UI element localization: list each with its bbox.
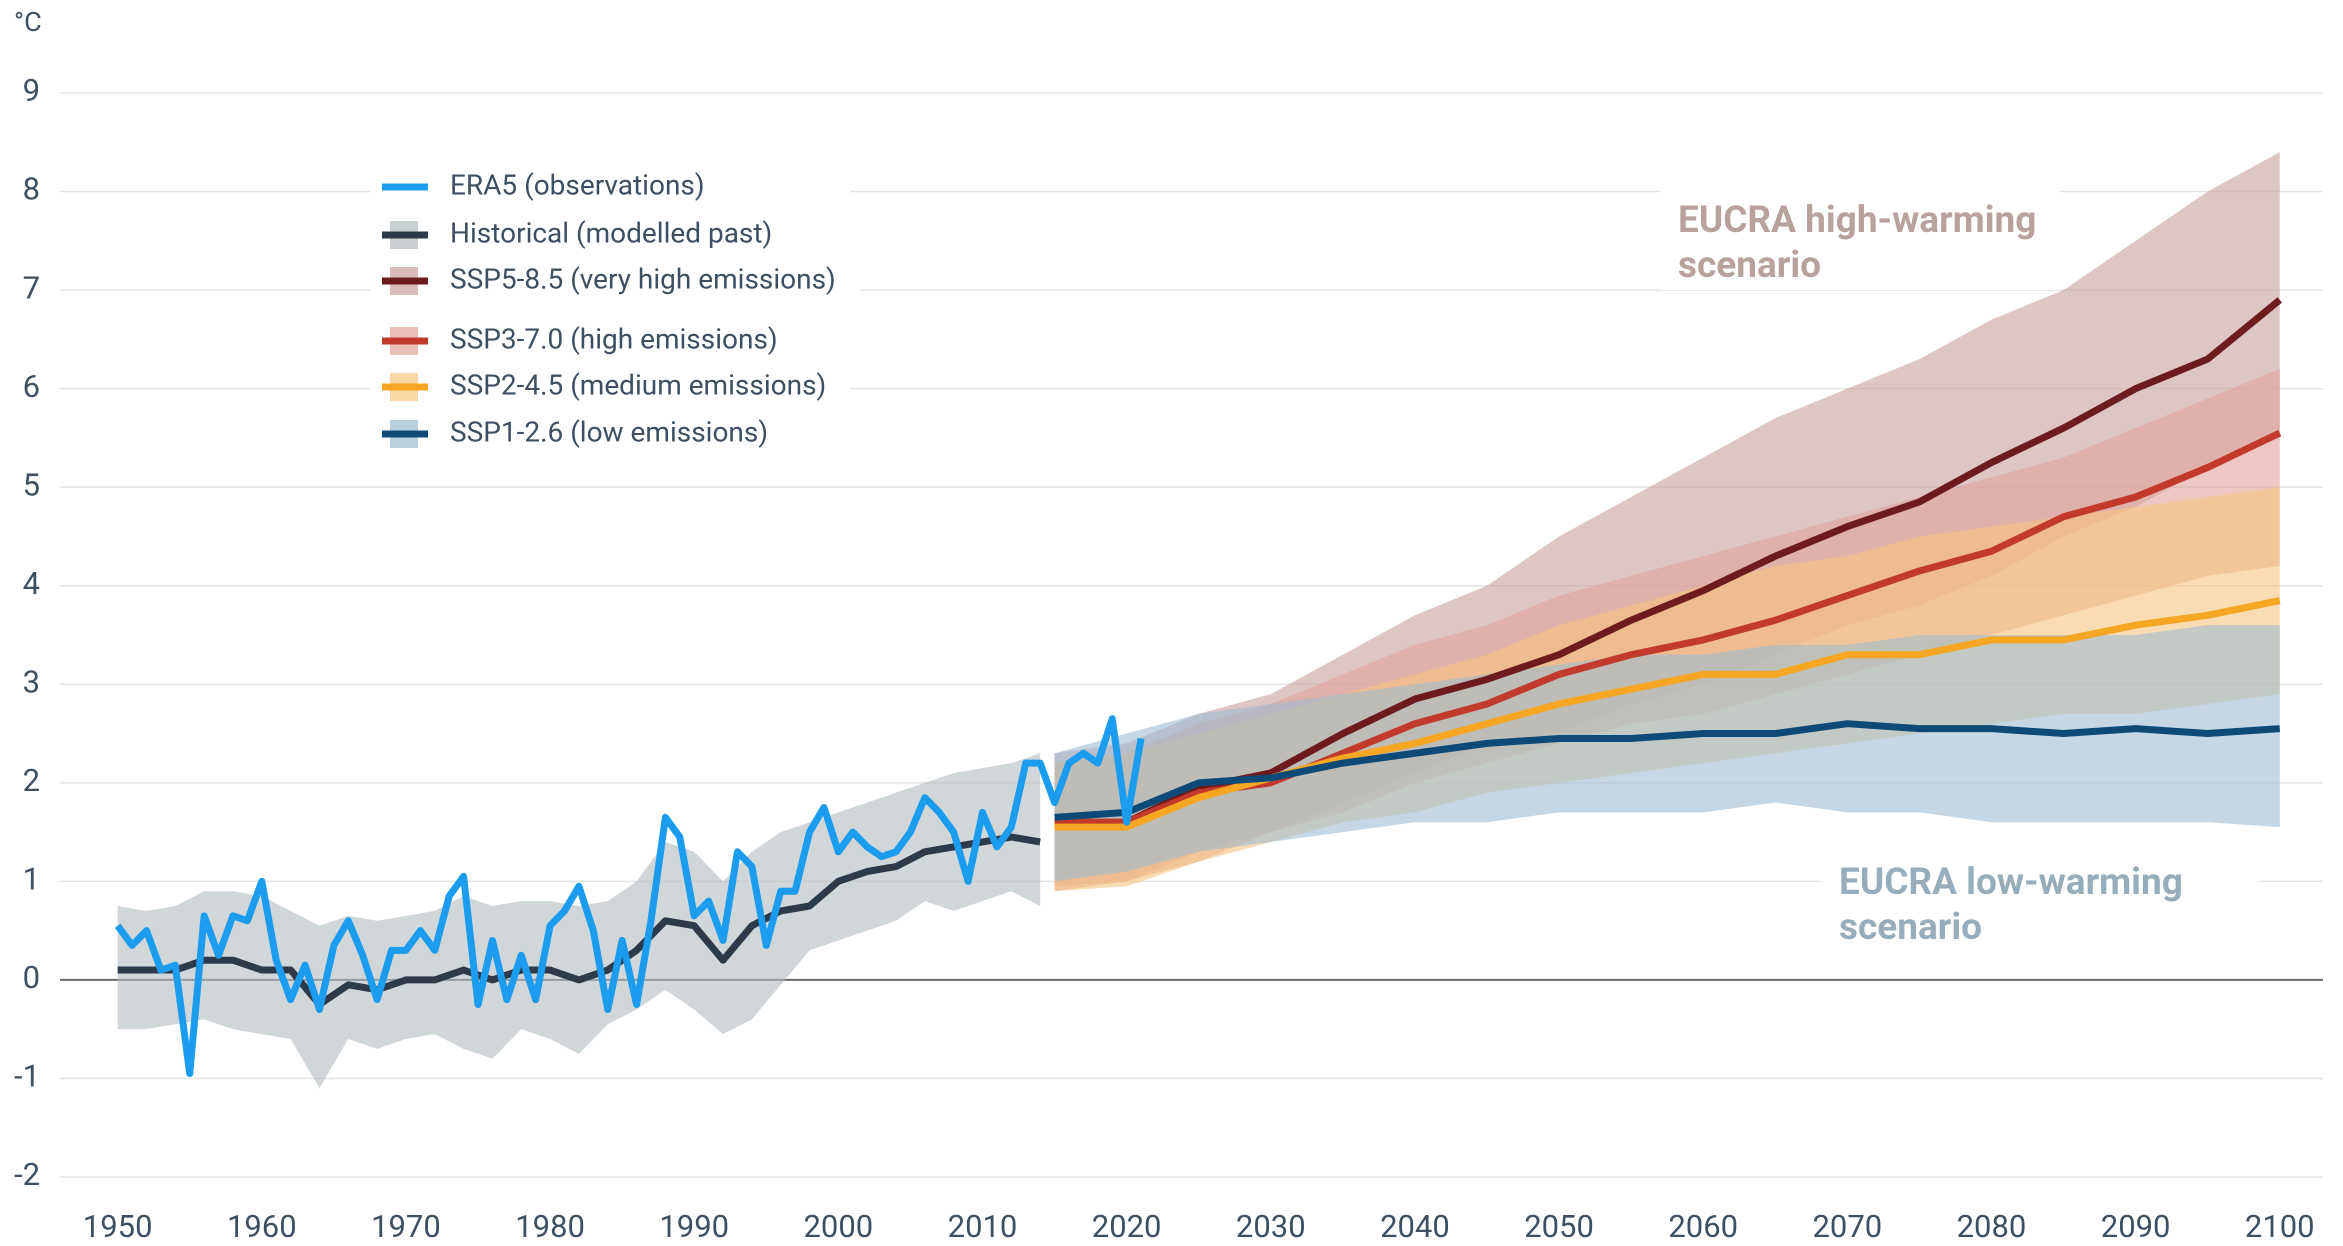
uncertainty-band bbox=[117, 753, 1041, 1089]
y-tick-label: 5 bbox=[23, 466, 40, 503]
x-tick-label: 2100 bbox=[2245, 1208, 2315, 1245]
y-tick-label: -1 bbox=[14, 1058, 40, 1095]
x-tick-label: 2040 bbox=[1380, 1208, 1450, 1245]
y-tick-label: 2 bbox=[23, 762, 40, 799]
x-tick-label: 1950 bbox=[83, 1208, 153, 1245]
x-tick-label: 2010 bbox=[948, 1208, 1018, 1245]
legend-background bbox=[370, 414, 850, 454]
legend-label: SSP5-8.5 (very high emissions) bbox=[450, 262, 836, 295]
legend: ERA5 (observations) Historical (modelled … bbox=[370, 167, 860, 454]
x-tick-label: 2030 bbox=[1236, 1208, 1306, 1245]
annotation-background bbox=[1820, 845, 2260, 955]
y-tick-label: 8 bbox=[23, 171, 40, 208]
legend-label: SSP3-7.0 (high emissions) bbox=[450, 322, 778, 355]
x-tick-label: 1970 bbox=[371, 1208, 441, 1245]
legend-background bbox=[370, 167, 850, 207]
data-line bbox=[1054, 720, 2280, 821]
legend-label: SSP1-2.6 (low emissions) bbox=[450, 415, 768, 448]
data-line bbox=[114, 715, 1145, 1078]
legend-background bbox=[370, 215, 850, 255]
x-tick-label: 1980 bbox=[515, 1208, 585, 1245]
annotation: EUCRA low-warming bbox=[1839, 861, 2183, 904]
y-axis-unit: °C bbox=[14, 6, 42, 38]
y-tick-label: 7 bbox=[23, 269, 40, 306]
x-tick-label: 2070 bbox=[1812, 1208, 1882, 1245]
data-line bbox=[117, 833, 1041, 1009]
legend-background bbox=[370, 261, 860, 301]
legend-background bbox=[370, 321, 850, 361]
y-tick-label: 3 bbox=[23, 663, 40, 700]
x-tick-label: 1960 bbox=[227, 1208, 297, 1245]
y-tick-label: 4 bbox=[23, 565, 40, 602]
legend-label: ERA5 (observations) bbox=[450, 168, 705, 201]
annotation: scenario bbox=[1839, 906, 1982, 949]
y-tick-label: 9 bbox=[23, 72, 40, 109]
legend-label: SSP2-4.5 (medium emissions) bbox=[450, 368, 826, 401]
x-tick-label: 1990 bbox=[659, 1208, 729, 1245]
legend-label: Historical (modelled past) bbox=[450, 216, 772, 249]
annotation-background bbox=[1660, 180, 2060, 290]
uncertainty-band bbox=[1054, 625, 2280, 882]
x-tick-label: 2050 bbox=[1524, 1208, 1594, 1245]
x-tick-label: 2020 bbox=[1092, 1208, 1162, 1245]
y-tick-label: 0 bbox=[23, 959, 40, 996]
y-tick-label: 6 bbox=[23, 368, 40, 405]
x-tick-label: 2090 bbox=[2101, 1208, 2171, 1245]
x-tick-label: 2060 bbox=[1668, 1208, 1738, 1245]
x-tick-label: 2080 bbox=[1957, 1208, 2027, 1245]
legend-background bbox=[370, 367, 850, 407]
x-tick-label: 2000 bbox=[804, 1208, 874, 1245]
y-tick-label: 1 bbox=[23, 861, 40, 898]
y-tick-label: -2 bbox=[14, 1156, 40, 1193]
annotation: scenario bbox=[1678, 244, 1821, 287]
lines bbox=[114, 297, 2282, 1078]
annotation: EUCRA high-warming bbox=[1678, 199, 2036, 242]
